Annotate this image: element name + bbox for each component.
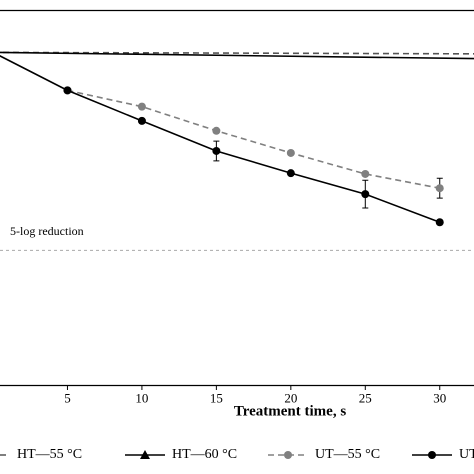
legend-marker (428, 451, 436, 459)
legend-label: UT—55 °C (315, 447, 380, 462)
x-tick-label: 15 (210, 391, 223, 406)
x-tick-label: 5 (64, 391, 71, 406)
series-line (0, 55, 441, 223)
x-tick-label: 20 (284, 391, 297, 406)
legend-label: HT—55 °C (17, 447, 82, 462)
legend-label: UT—60 °C (459, 447, 474, 462)
data-point (286, 169, 295, 178)
data-point (137, 116, 146, 125)
x-tick-label: 10 (135, 391, 148, 406)
legend-marker (140, 450, 150, 459)
plot-area (0, 51, 474, 251)
legend-marker (284, 451, 292, 459)
data-point (286, 148, 295, 157)
data-point (361, 190, 370, 199)
reference-label: 5-log reduction (10, 224, 84, 238)
data-point (361, 169, 370, 178)
legend-label: HT—60 °C (172, 447, 237, 462)
data-point (212, 146, 221, 155)
x-tick-label: 30 (433, 391, 446, 406)
data-point (435, 218, 444, 227)
series-line (0, 51, 474, 60)
series-line (67, 89, 440, 189)
data-point (212, 126, 221, 135)
data-point (63, 86, 72, 95)
x-axis-title: Treatment time, s (234, 403, 346, 419)
data-point (137, 102, 146, 111)
data-point (435, 184, 444, 193)
x-tick-label: 25 (359, 391, 372, 406)
series-line (0, 51, 474, 55)
